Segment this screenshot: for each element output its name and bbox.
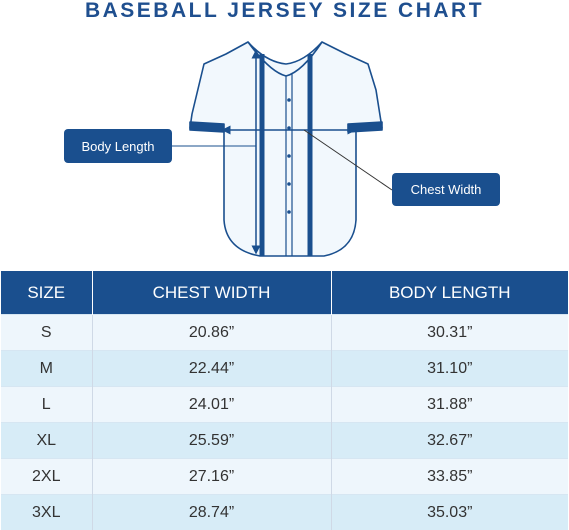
body-length-cell: 35.03” <box>331 495 568 530</box>
table-row: XL 25.59” 32.67” <box>1 423 568 459</box>
chest-width-cell: 20.86” <box>92 315 331 351</box>
chest-width-cell: 27.16” <box>92 459 331 495</box>
size-cell: L <box>1 387 92 423</box>
size-cell: S <box>1 315 92 351</box>
chest-width-callout: Chest Width <box>392 173 500 206</box>
header-size: SIZE <box>1 271 92 315</box>
chest-width-cell: 25.59” <box>92 423 331 459</box>
body-length-cell: 31.10” <box>331 351 568 387</box>
header-body-length: BODY LENGTH <box>331 271 568 315</box>
header-chest-width: CHEST WIDTH <box>92 271 331 315</box>
chest-width-cell: 28.74” <box>92 495 331 530</box>
size-cell: XL <box>1 423 92 459</box>
jersey-icon <box>190 42 382 256</box>
table-header-row: SIZE CHEST WIDTH BODY LENGTH <box>1 271 568 315</box>
table-row: 2XL 27.16” 33.85” <box>1 459 568 495</box>
table-row: L 24.01” 31.88” <box>1 387 568 423</box>
size-cell: 3XL <box>1 495 92 530</box>
body-length-cell: 30.31” <box>331 315 568 351</box>
chart-title: BASEBALL JERSEY SIZE CHART <box>0 0 569 22</box>
chest-width-cell: 24.01” <box>92 387 331 423</box>
body-length-cell: 32.67” <box>331 423 568 459</box>
table-row: 3XL 28.74” 35.03” <box>1 495 568 530</box>
size-cell: M <box>1 351 92 387</box>
size-table: SIZE CHEST WIDTH BODY LENGTH S 20.86” 30… <box>1 271 568 530</box>
chest-width-cell: 22.44” <box>92 351 331 387</box>
table-row: M 22.44” 31.10” <box>1 351 568 387</box>
size-cell: 2XL <box>1 459 92 495</box>
body-length-callout: Body Length <box>64 129 172 163</box>
table-row: S 20.86” 30.31” <box>1 315 568 351</box>
body-length-cell: 33.85” <box>331 459 568 495</box>
body-length-cell: 31.88” <box>331 387 568 423</box>
